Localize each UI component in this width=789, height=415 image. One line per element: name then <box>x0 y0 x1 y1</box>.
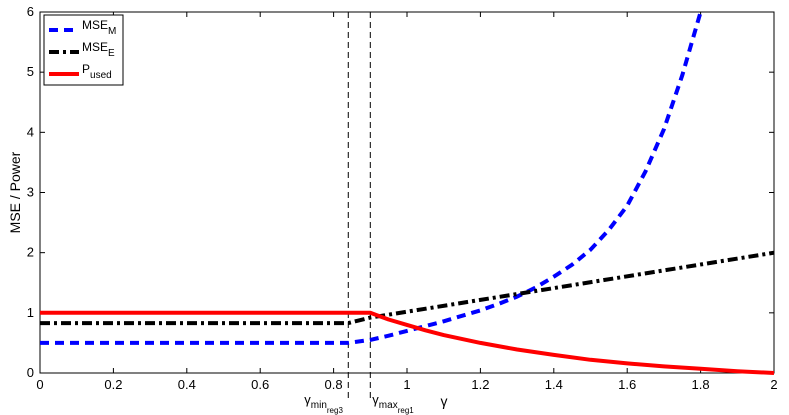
legend-label: MSEM <box>82 18 116 37</box>
legend-label: MSEE <box>82 40 115 59</box>
vertical-marker-label: γmaxreg1 <box>372 392 414 415</box>
x-tick-label: 1 <box>403 377 410 392</box>
y-tick-label: 0 <box>27 365 34 380</box>
vertical-marker-group: γminreg3 γmaxreg1 <box>304 12 414 415</box>
legend-label: Pused <box>82 62 112 81</box>
y-tick-label: 3 <box>27 185 34 200</box>
tick-group: 0 0.2 0.4 0.6 0.8 1 1.2 1.4 1.6 1.8 2 0 1 2 3 4 5 6 <box>27 4 778 392</box>
y-tick-label: 5 <box>27 64 34 79</box>
x-tick-label: 2 <box>770 377 777 392</box>
vertical-marker-label: γminreg3 <box>304 392 343 415</box>
x-tick-label: 1.8 <box>692 377 710 392</box>
x-tick-label: 0 <box>36 377 43 392</box>
series-line-p-used <box>40 310 775 375</box>
y-tick-label: 4 <box>27 124 34 139</box>
y-axis-label: MSE / Power <box>7 151 23 233</box>
x-tick-label: 1.6 <box>618 377 636 392</box>
y-tick-label: 1 <box>27 305 34 320</box>
x-tick-label: 1.4 <box>545 377 563 392</box>
series-line-mse-e <box>40 250 775 326</box>
series-line-mse-m <box>40 11 703 345</box>
legend: MSEM MSEE Pused <box>43 14 124 86</box>
x-tick-label: 0.6 <box>251 377 269 392</box>
y-tick-label: 6 <box>27 4 34 19</box>
x-tick-label: 1.2 <box>471 377 489 392</box>
x-tick-label: 0.8 <box>325 377 343 392</box>
y-tick-label: 2 <box>27 245 34 260</box>
plot-area <box>39 11 775 374</box>
x-axis-label: γ <box>441 393 448 409</box>
x-tick-label: 0.2 <box>104 377 122 392</box>
series-group <box>40 11 775 375</box>
x-tick-label: 0.4 <box>178 377 196 392</box>
